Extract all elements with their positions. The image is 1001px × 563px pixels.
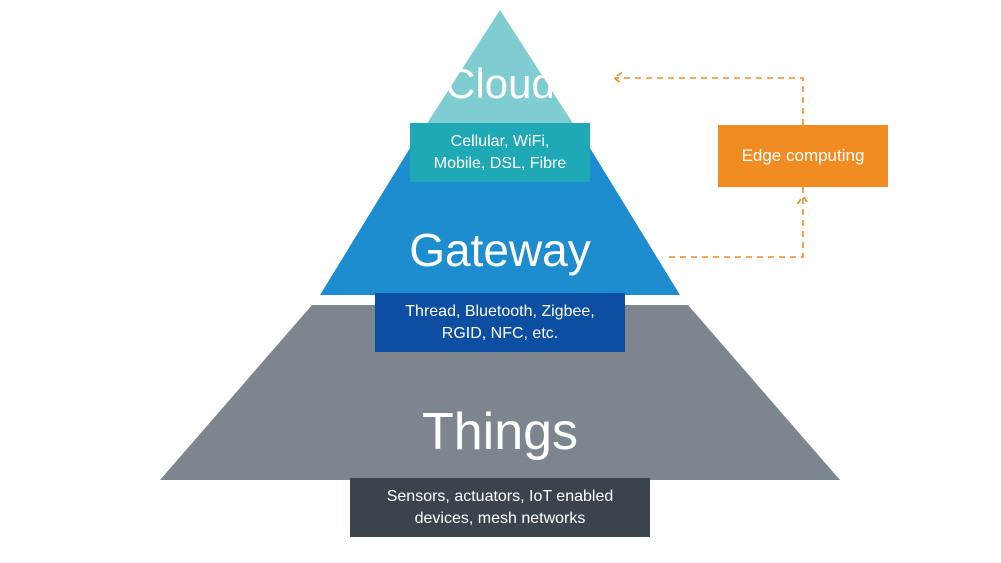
edge-connector-bottom bbox=[668, 187, 809, 257]
edge-path-top bbox=[614, 78, 803, 125]
layer-bottom-label: Things bbox=[422, 402, 578, 462]
edge-computing-label: Edge computing bbox=[742, 146, 865, 166]
subbox-gateway-things: Thread, Bluetooth, Zigbee,RGID, NFC, etc… bbox=[375, 293, 625, 352]
edge-path-bottom bbox=[668, 187, 803, 257]
edge-computing-box: Edge computing bbox=[718, 125, 888, 187]
layer-middle-label: Gateway bbox=[409, 223, 591, 277]
layer-top-label: Cloud bbox=[445, 60, 555, 108]
subbox-things-below: Sensors, actuators, IoT enableddevices, … bbox=[350, 478, 650, 537]
subbox-cloud-gateway: Cellular, WiFi,Mobile, DSL, Fibre bbox=[410, 123, 590, 182]
edge-connector-top bbox=[614, 72, 803, 125]
